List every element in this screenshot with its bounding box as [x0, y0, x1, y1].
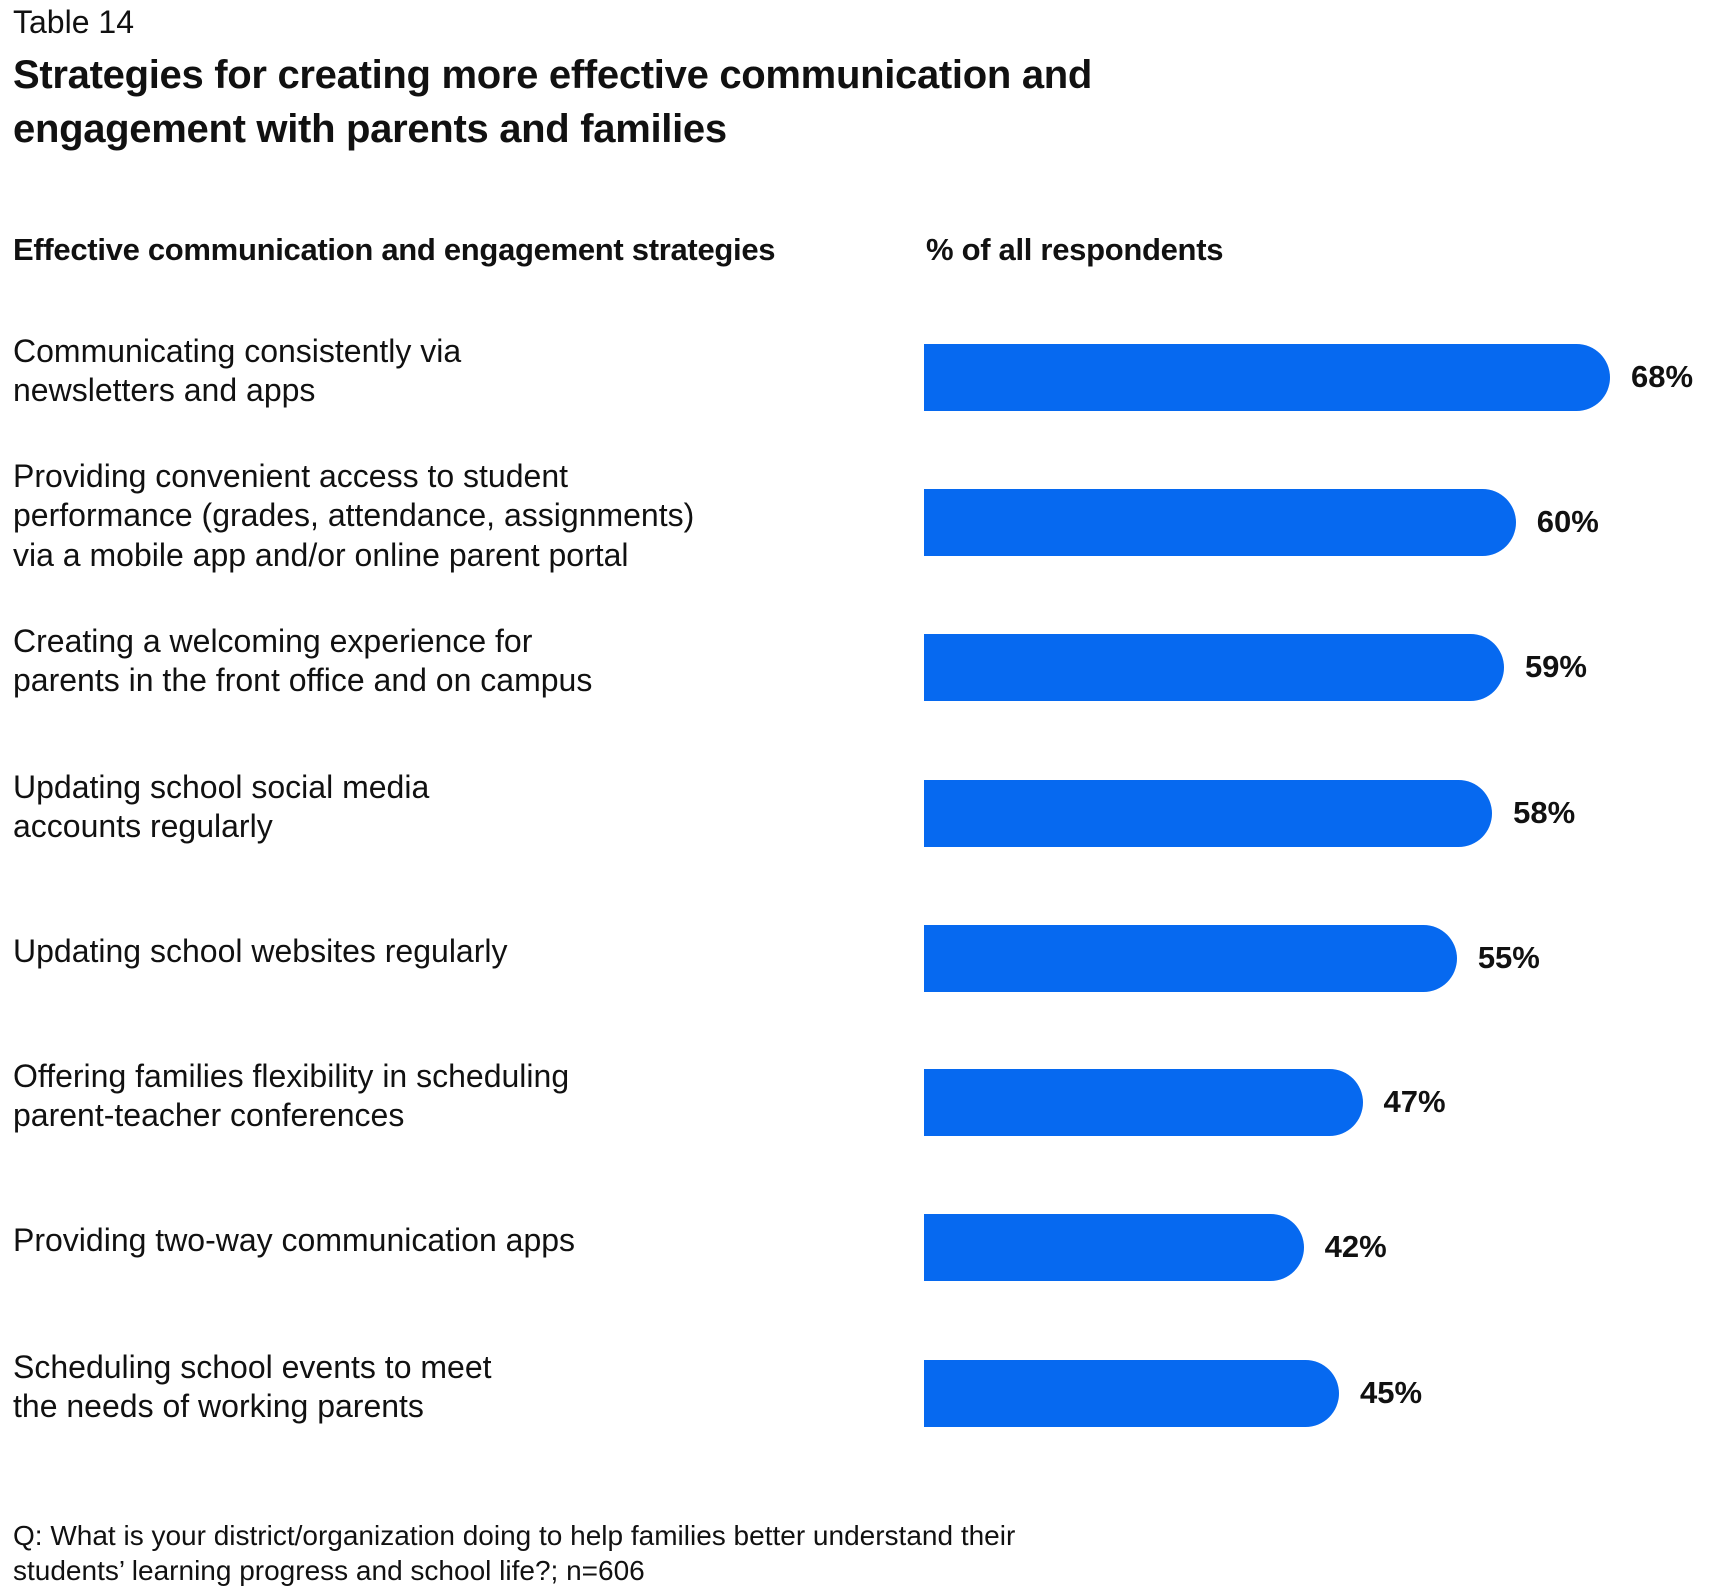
table-label: Table 14 — [13, 4, 134, 40]
value-label: 68% — [1630, 359, 1694, 394]
chart-title: Strategies for creating more effective c… — [13, 53, 1093, 151]
category-label: Providing two-way communication apps — [13, 1222, 576, 1259]
category-label: Updating school websites regularly — [13, 933, 508, 970]
bar — [924, 634, 1504, 701]
value-label: 47% — [1383, 1084, 1446, 1119]
value-label: 60% — [1536, 504, 1599, 539]
value-label: 59% — [1524, 649, 1587, 684]
bar — [924, 1069, 1363, 1136]
category-label: Creating a welcoming experience for pare… — [13, 622, 593, 699]
bar — [924, 344, 1610, 411]
value-label: 58% — [1513, 795, 1576, 830]
category-label: Communicating consistently via newslette… — [13, 332, 462, 409]
category-column-header: Effective communication and engagement s… — [13, 232, 776, 267]
category-label: Updating school social media accounts re… — [13, 768, 430, 845]
bar — [924, 925, 1457, 992]
bar — [924, 1214, 1304, 1281]
category-label: Scheduling school events to meet the nee… — [13, 1348, 492, 1425]
footnote: Q: What is your district/organization do… — [13, 1520, 1016, 1586]
value-label: 42% — [1324, 1229, 1387, 1264]
bar — [924, 1360, 1339, 1427]
category-label: Offering families flexibility in schedul… — [13, 1057, 570, 1134]
bar — [924, 489, 1516, 556]
bar — [924, 780, 1493, 847]
value-label: 55% — [1477, 940, 1540, 975]
value-label: 45% — [1359, 1375, 1423, 1410]
value-column-header: % of all respondents — [926, 232, 1224, 267]
category-label: Providing convenient access to student p… — [13, 457, 695, 573]
